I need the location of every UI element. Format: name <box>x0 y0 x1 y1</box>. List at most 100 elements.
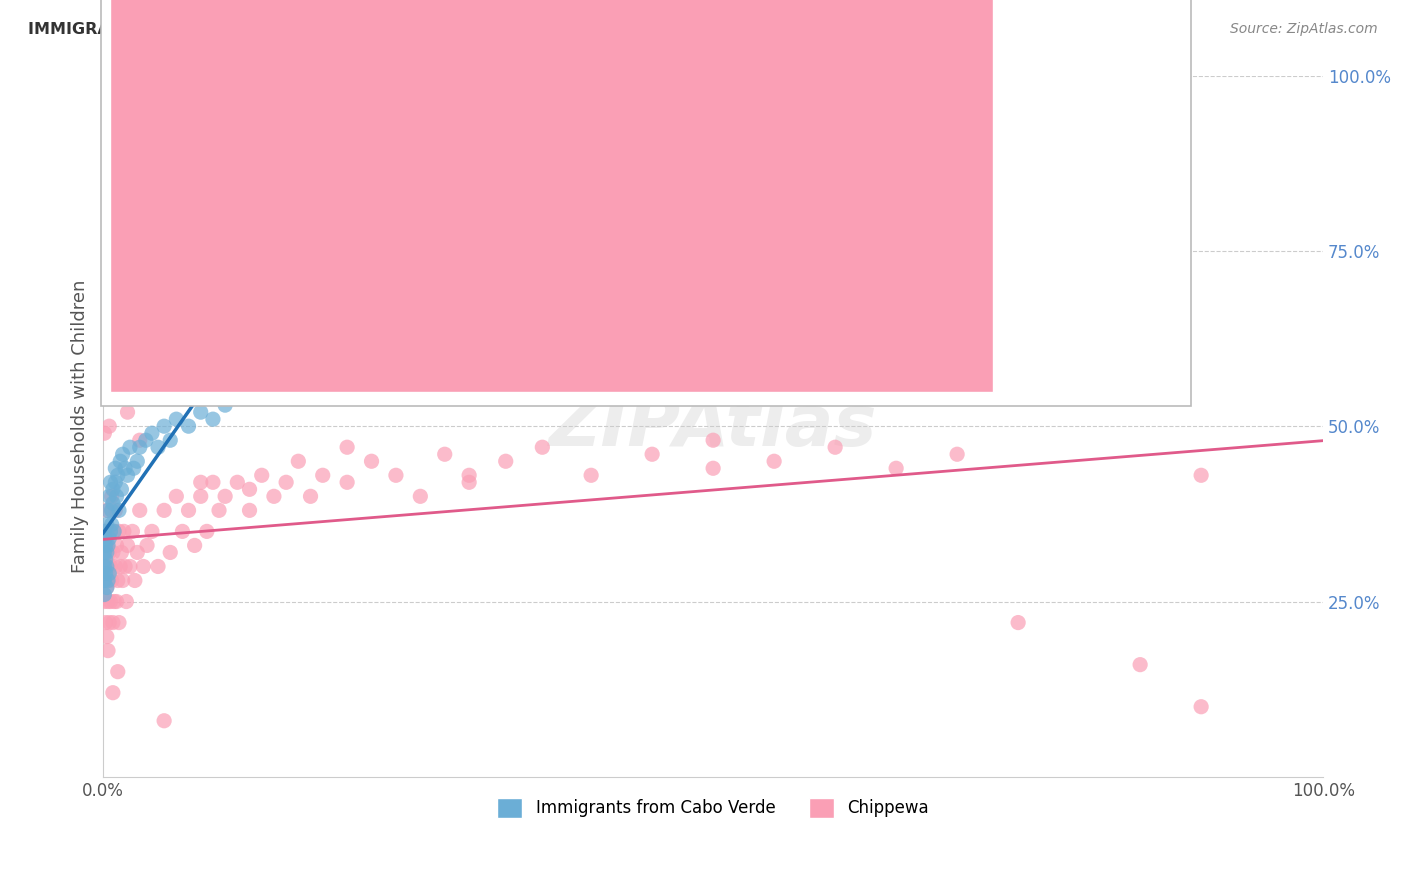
Point <box>96 384 118 398</box>
Point <box>97 594 120 608</box>
Point <box>146 559 169 574</box>
Point <box>183 538 205 552</box>
Point <box>101 615 124 630</box>
Point <box>93 545 115 559</box>
Point <box>108 615 131 630</box>
Point <box>100 574 122 588</box>
Point <box>98 489 121 503</box>
Point <box>312 468 335 483</box>
Point <box>96 503 118 517</box>
Point <box>104 559 127 574</box>
Point <box>159 434 181 448</box>
Point <box>98 574 121 588</box>
Point <box>96 545 118 559</box>
Point <box>105 489 128 503</box>
Point <box>1189 699 1212 714</box>
Point <box>1129 657 1152 672</box>
Point <box>1189 468 1212 483</box>
Point <box>93 594 115 608</box>
Point <box>458 468 481 483</box>
Point <box>122 461 145 475</box>
Point <box>110 545 132 559</box>
Point <box>531 440 554 454</box>
Point <box>96 559 118 574</box>
Point <box>946 447 969 461</box>
Point <box>101 483 124 497</box>
Point <box>336 440 359 454</box>
Text: ZIPAtlas: ZIPAtlas <box>548 392 877 460</box>
Point <box>107 665 129 679</box>
Point <box>201 475 224 490</box>
Point <box>132 559 155 574</box>
Point <box>94 559 117 574</box>
Point <box>114 559 136 574</box>
Point <box>495 454 517 468</box>
Point <box>103 524 125 539</box>
Point <box>93 524 115 539</box>
Point <box>93 587 115 601</box>
Point <box>214 398 236 412</box>
Point <box>103 524 125 539</box>
Point <box>94 384 117 398</box>
Point <box>226 475 249 490</box>
Point <box>946 244 969 258</box>
Point <box>96 581 118 595</box>
Point <box>100 594 122 608</box>
Point <box>100 475 122 490</box>
Point <box>94 538 117 552</box>
Point <box>208 503 231 517</box>
Point <box>214 489 236 503</box>
Point <box>165 489 187 503</box>
Point <box>433 447 456 461</box>
Point <box>409 489 432 503</box>
Point <box>117 405 139 419</box>
Point <box>96 517 118 532</box>
Point <box>112 524 135 539</box>
Point <box>263 489 285 503</box>
Text: R = 0.359   N = 50: R = 0.359 N = 50 <box>579 55 749 73</box>
Point <box>101 496 124 510</box>
Point <box>94 566 117 581</box>
Point <box>177 503 200 517</box>
Point <box>299 489 322 503</box>
Point <box>93 574 115 588</box>
Point <box>94 615 117 630</box>
Point <box>238 503 260 517</box>
Point <box>107 468 129 483</box>
Point <box>117 468 139 483</box>
Point <box>1007 615 1029 630</box>
Point <box>190 489 212 503</box>
Point <box>110 483 132 497</box>
Point <box>98 419 121 434</box>
Point <box>1069 314 1091 328</box>
Point <box>141 524 163 539</box>
Point <box>136 538 159 552</box>
Legend: Immigrants from Cabo Verde, Chippewa: Immigrants from Cabo Verde, Chippewa <box>491 791 935 824</box>
Point <box>93 426 115 441</box>
Point <box>153 714 176 728</box>
Point <box>104 475 127 490</box>
Point <box>172 524 194 539</box>
Point <box>108 503 131 517</box>
Point <box>93 545 115 559</box>
Point <box>100 517 122 532</box>
Point <box>702 434 724 448</box>
Point <box>250 468 273 483</box>
Point <box>458 475 481 490</box>
Point <box>104 503 127 517</box>
Point <box>97 574 120 588</box>
Point <box>108 454 131 468</box>
Point <box>127 454 149 468</box>
Point <box>97 559 120 574</box>
Point <box>94 552 117 566</box>
Point <box>238 483 260 497</box>
Text: Source: ZipAtlas.com: Source: ZipAtlas.com <box>1230 22 1378 37</box>
Point <box>98 566 121 581</box>
Point <box>128 440 150 454</box>
Point <box>100 489 122 503</box>
Point <box>105 594 128 608</box>
Point <box>104 461 127 475</box>
Point <box>98 532 121 546</box>
Point <box>100 524 122 539</box>
Point <box>124 574 146 588</box>
